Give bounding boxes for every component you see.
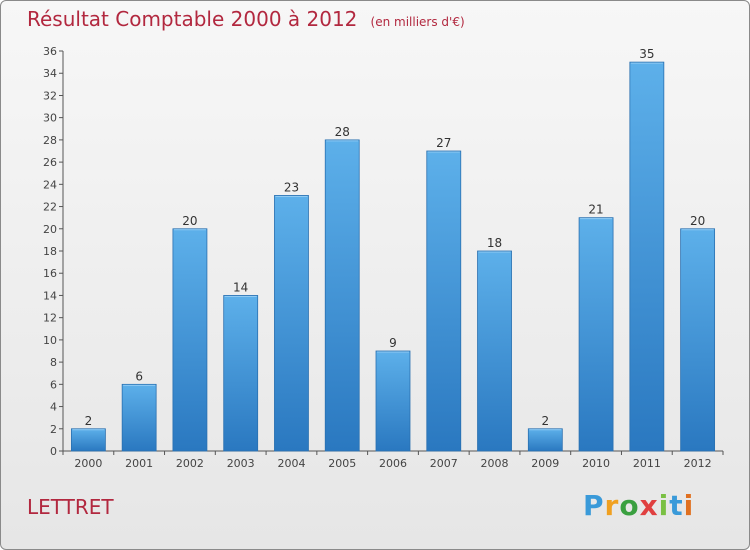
bar: [680, 228, 716, 452]
bar-value-label: 18: [487, 236, 502, 250]
x-tick-label: 2012: [684, 457, 712, 470]
x-tick-label: 2002: [176, 457, 204, 470]
y-tick-label: 28: [43, 134, 57, 147]
x-tick-label: 2006: [379, 457, 407, 470]
x-tick-label: 2009: [531, 457, 559, 470]
y-tick-label: 22: [43, 201, 57, 214]
x-tick-label: 2008: [481, 457, 509, 470]
bar: [70, 428, 106, 452]
bar-value-label: 35: [639, 47, 654, 61]
bar: [629, 61, 665, 452]
town-name: LETTRET: [27, 495, 114, 519]
y-tick-label: 24: [43, 178, 57, 191]
y-tick-label: 10: [43, 334, 57, 347]
x-tick-label: 2007: [430, 457, 458, 470]
chart-title-block: Résultat Comptable 2000 à 2012 (en milli…: [27, 7, 465, 31]
bar-value-label: 6: [135, 369, 143, 383]
bar: [375, 350, 411, 452]
bar-value-label: 27: [436, 136, 451, 150]
x-tick-label: 2004: [277, 457, 305, 470]
bar: [172, 228, 208, 452]
x-tick-label: 2011: [633, 457, 661, 470]
y-tick-label: 8: [50, 356, 57, 369]
y-tick-label: 20: [43, 223, 57, 236]
bar-value-label: 23: [284, 180, 299, 194]
logo-letter: i: [658, 489, 670, 522]
y-tick-label: 0: [50, 445, 57, 458]
y-tick-label: 16: [43, 267, 57, 280]
bar-value-label: 20: [690, 214, 705, 228]
y-tick-label: 26: [43, 156, 57, 169]
y-tick-label: 12: [43, 312, 57, 325]
x-tick-label: 2000: [74, 457, 102, 470]
y-tick-label: 14: [43, 289, 57, 302]
x-tick-label: 2001: [125, 457, 153, 470]
y-tick-label: 36: [43, 45, 57, 58]
bar-value-label: 28: [335, 125, 350, 139]
bar: [274, 195, 309, 452]
bar-value-label: 14: [233, 280, 248, 294]
bar: [527, 428, 563, 452]
logo-letter: o: [619, 489, 640, 522]
bar: [223, 295, 259, 452]
y-tick-label: 6: [50, 378, 57, 391]
x-tick-label: 2005: [328, 457, 356, 470]
y-tick-label: 32: [43, 89, 57, 102]
logo-letter: i: [683, 489, 695, 522]
y-tick-label: 34: [43, 67, 57, 80]
y-tick-label: 4: [50, 401, 57, 414]
bar: [578, 217, 614, 452]
logo-letter: P: [583, 489, 605, 522]
logo-letter: x: [639, 489, 659, 522]
logo-letter: t: [669, 489, 684, 522]
bar: [324, 139, 360, 452]
bar: [426, 150, 462, 452]
chart-title: Résultat Comptable 2000 à 2012: [27, 7, 358, 31]
x-tick-label: 2003: [227, 457, 255, 470]
y-tick-label: 2: [50, 423, 57, 436]
x-tick-label: 2010: [582, 457, 610, 470]
chart-subtitle: (en milliers d'€): [370, 15, 465, 29]
bar-value-label: 9: [389, 336, 397, 350]
bar-value-label: 2: [541, 414, 549, 428]
y-tick-label: 30: [43, 112, 57, 125]
logo-letter: r: [604, 489, 620, 522]
bar: [477, 250, 512, 452]
bar: [121, 383, 157, 452]
bar-value-label: 20: [182, 214, 197, 228]
proxiti-logo: Proxiti: [583, 489, 694, 522]
bar-value-label: 21: [588, 203, 603, 217]
y-tick-label: 18: [43, 245, 57, 258]
bar-value-label: 2: [85, 414, 93, 428]
